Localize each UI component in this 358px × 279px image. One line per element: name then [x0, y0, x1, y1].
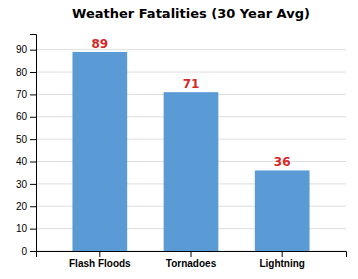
x-tick: Flash Floods — [69, 251, 131, 269]
title: Weather Fatalities (30 Year Avg) — [72, 6, 310, 21]
data-label: 89 — [91, 37, 108, 51]
grid-line — [36, 49, 346, 50]
y-tick-mark — [30, 139, 36, 140]
y-tick-label: 60 — [16, 111, 28, 122]
y-tick: 70 — [16, 89, 36, 100]
y-tick: 0 — [21, 246, 36, 257]
x-axis-line — [37, 252, 347, 258]
x-tick-mark — [282, 251, 283, 257]
y-tick-label: 50 — [16, 134, 28, 145]
y-tick-label: 40 — [16, 156, 28, 167]
chart: 0 10 20 30 40 50 60 70 80 90 Flash Floods Tornadoes… — [0, 0, 358, 279]
y-tick: 30 — [16, 179, 36, 190]
y-tick: 90 — [16, 44, 36, 55]
bar — [255, 170, 310, 251]
x-tick-label: Tornadoes — [166, 258, 217, 269]
x-tick-mark — [99, 251, 100, 257]
x-axis: Flash Floods Tornadoes Lightning — [37, 251, 347, 269]
y-tick-mark — [30, 184, 36, 185]
plot: 0 10 20 30 40 50 60 70 80 90 Flash Floods Tornadoes… — [16, 35, 347, 270]
y-tick: 40 — [16, 156, 36, 167]
y-tick-mark — [30, 94, 36, 95]
y-tick-mark — [30, 251, 36, 252]
y-axis: 0 10 20 30 40 50 60 70 80 90 — [16, 35, 37, 257]
y-tick: 80 — [16, 67, 36, 78]
x-tick-mark — [191, 251, 192, 257]
y-tick: 50 — [16, 134, 36, 145]
data-label: 36 — [274, 155, 291, 169]
bar — [72, 52, 127, 251]
bar — [164, 92, 219, 251]
data-label: 71 — [183, 77, 200, 91]
bars — [72, 52, 309, 251]
y-tick-mark — [30, 162, 36, 163]
y-tick-mark — [30, 117, 36, 118]
grid — [36, 50, 346, 251]
y-tick-label: 0 — [21, 246, 27, 257]
x-tick: Lightning — [259, 251, 305, 269]
y-tick: 10 — [16, 223, 36, 234]
y-tick-label: 30 — [16, 179, 28, 190]
x-tick: Tornadoes — [166, 251, 217, 269]
y-tick-mark — [30, 72, 36, 73]
y-tick-mark — [30, 229, 36, 230]
y-axis-line — [30, 35, 37, 252]
data-labels: 89 71 36 — [91, 37, 290, 170]
y-tick-mark — [30, 50, 36, 51]
y-tick: 20 — [16, 201, 36, 212]
y-tick-label: 70 — [16, 89, 28, 100]
y-tick-mark — [30, 206, 36, 207]
x-tick-label: Flash Floods — [69, 258, 131, 269]
x-tick-label: Lightning — [259, 258, 305, 269]
y-tick-label: 20 — [16, 201, 28, 212]
y-tick-label: 10 — [16, 223, 28, 234]
y-tick: 60 — [16, 111, 36, 122]
y-tick-label: 80 — [16, 67, 28, 78]
y-tick-label: 90 — [16, 44, 28, 55]
